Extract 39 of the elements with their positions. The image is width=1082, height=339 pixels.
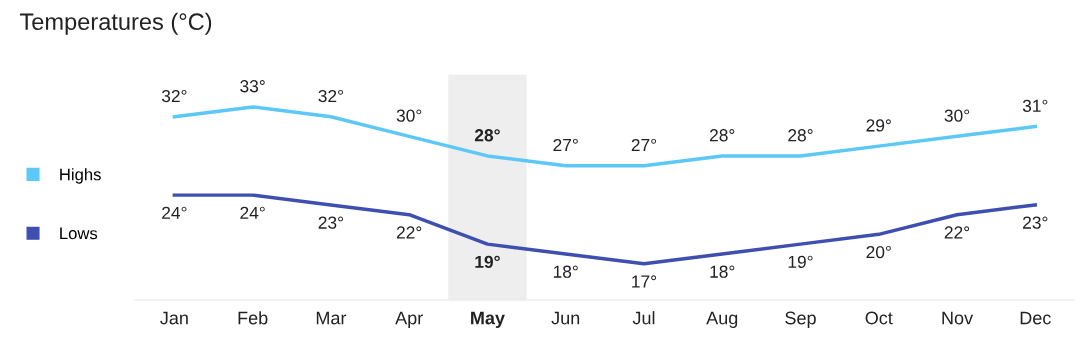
data-label: 33° <box>240 80 265 93</box>
x-tick-label: Nov <box>942 311 974 325</box>
x-tick-label: Mar <box>316 311 347 325</box>
x-tick-label: Oct <box>865 311 893 325</box>
chart-title: Temperatures (°C) <box>20 12 212 35</box>
x-tick-label: Dec <box>1020 311 1051 325</box>
data-label: 23° <box>318 216 343 229</box>
data-label: 30° <box>396 109 422 122</box>
data-label: 18° <box>710 265 735 278</box>
data-label: 22° <box>944 226 970 239</box>
data-label: 31° <box>1022 99 1048 112</box>
legend-label: Highs <box>60 168 101 184</box>
data-label: 32° <box>161 89 187 103</box>
data-label: 19° <box>475 255 500 269</box>
data-label: 23° <box>1023 216 1048 229</box>
x-tick-label: May <box>471 311 505 328</box>
data-label: 17° <box>632 275 657 288</box>
x-tick-label: Jan <box>160 311 188 325</box>
data-label: 27° <box>553 138 578 152</box>
x-tick-label: Apr <box>395 311 423 328</box>
data-label: 19° <box>788 255 813 269</box>
data-label: 28° <box>709 129 735 142</box>
data-label: 29° <box>866 119 891 132</box>
x-tick-label: Feb <box>238 311 268 325</box>
data-label: 28° <box>474 129 500 142</box>
data-label: 18° <box>553 265 578 278</box>
data-label: 24° <box>240 206 265 219</box>
legend-label: Lows <box>60 227 98 240</box>
x-tick-label: Aug <box>706 311 738 328</box>
data-label: 32° <box>318 89 343 103</box>
data-label: 30° <box>944 109 970 122</box>
data-label: 28° <box>788 129 813 142</box>
x-tick-label: Jun <box>551 311 580 325</box>
data-label: 22° <box>396 226 422 239</box>
data-label: 24° <box>162 206 187 219</box>
data-label: 20° <box>866 245 891 259</box>
x-tick-label: Jul <box>632 311 655 325</box>
x-tick-label: Sep <box>785 311 816 328</box>
data-label: 27° <box>631 138 657 152</box>
